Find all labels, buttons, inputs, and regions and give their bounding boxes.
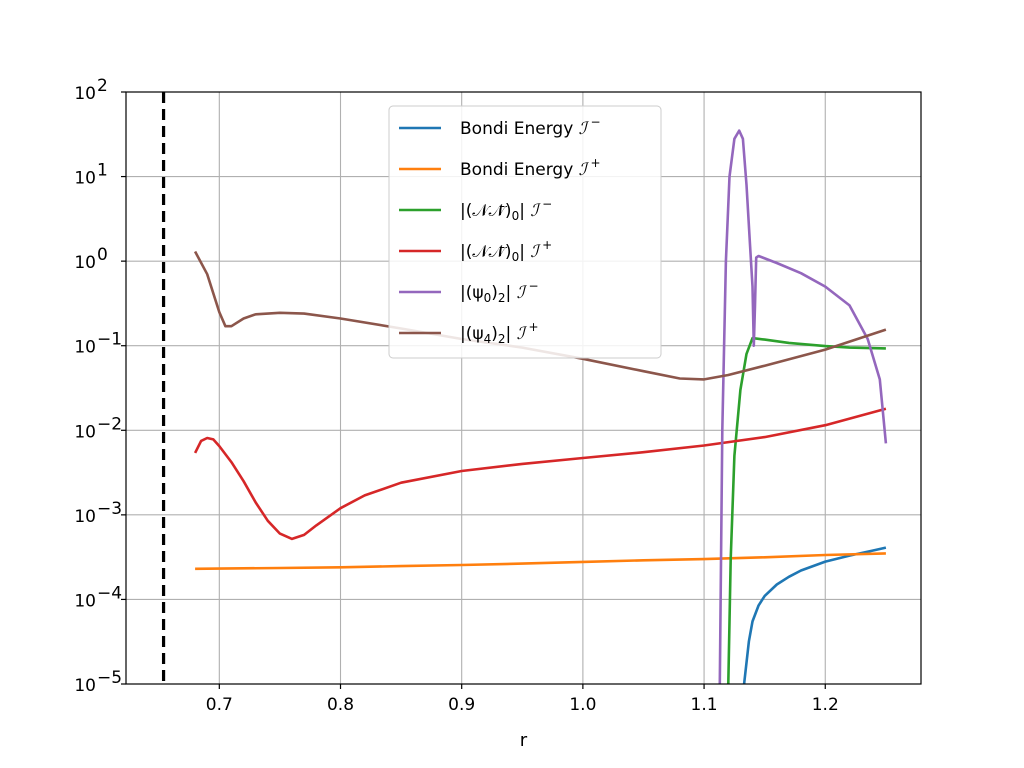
legend-label: |(ψ0)2| ℐ − bbox=[460, 279, 539, 305]
y-tick-label: 10 bbox=[74, 338, 96, 358]
y-tick-label: 10 bbox=[74, 422, 96, 442]
legend-label: |(𝒩𝒩̄)0| ℐ + bbox=[460, 238, 552, 264]
legend-label: |(𝒩𝒩̄)0| ℐ − bbox=[460, 197, 552, 223]
legend-item: |(ψ4)2| ℐ + bbox=[399, 320, 539, 346]
legend-item: Bondi Energy ℐ + bbox=[399, 156, 601, 180]
x-tick-label: 1.0 bbox=[569, 695, 596, 715]
x-tick-label: 0.7 bbox=[206, 695, 233, 715]
y-tick-exponent: −5 bbox=[97, 668, 122, 688]
legend-item: |(𝒩𝒩̄)0| ℐ + bbox=[399, 238, 552, 264]
legend-label: |(ψ4)2| ℐ + bbox=[460, 320, 539, 346]
legend-label: Bondi Energy ℐ − bbox=[460, 115, 601, 139]
legend-item: |(𝒩𝒩̄)0| ℐ − bbox=[399, 197, 552, 223]
y-tick-label: 10 bbox=[74, 591, 96, 611]
y-tick-label: 10 bbox=[74, 507, 96, 527]
y-tick-label: 10 bbox=[74, 169, 96, 189]
y-tick-exponent: −2 bbox=[97, 414, 122, 434]
legend-item: |(ψ0)2| ℐ − bbox=[399, 279, 539, 305]
y-tick-label: 10 bbox=[74, 676, 96, 696]
y-tick-exponent: 1 bbox=[97, 161, 108, 181]
y-tick-exponent: 2 bbox=[97, 76, 108, 96]
series-line-4 bbox=[193, 407, 887, 541]
legend-box bbox=[388, 105, 662, 359]
x-tick-label: 1.1 bbox=[691, 695, 718, 715]
legend-label: Bondi Energy ℐ + bbox=[460, 156, 601, 180]
x-tick-label: 0.8 bbox=[327, 695, 354, 715]
y-tick-exponent: 0 bbox=[97, 245, 108, 265]
x-tick-label: 1.2 bbox=[812, 695, 839, 715]
plot-frame bbox=[125, 91, 922, 685]
legend: Bondi Energy ℐ − Bondi Energy ℐ + |(𝒩𝒩̄)0|… bbox=[388, 105, 662, 359]
y-tick-exponent: −1 bbox=[97, 330, 122, 350]
y-tick-label: 10 bbox=[74, 84, 96, 104]
y-tick-exponent: −4 bbox=[97, 583, 122, 603]
legend-item: Bondi Energy ℐ − bbox=[399, 115, 601, 139]
series-line-2 bbox=[195, 552, 886, 571]
series-line-5 bbox=[718, 129, 888, 684]
x-axis-label: r bbox=[520, 730, 528, 751]
x-tick-label: 0.9 bbox=[448, 695, 475, 715]
y-tick-label: 10 bbox=[74, 253, 96, 273]
y-tick-exponent: −3 bbox=[97, 499, 122, 519]
axis-ticks: 0.7 0.8 0.9 1.0 1.1 1.210−510−410−310−210−110… bbox=[74, 76, 838, 715]
